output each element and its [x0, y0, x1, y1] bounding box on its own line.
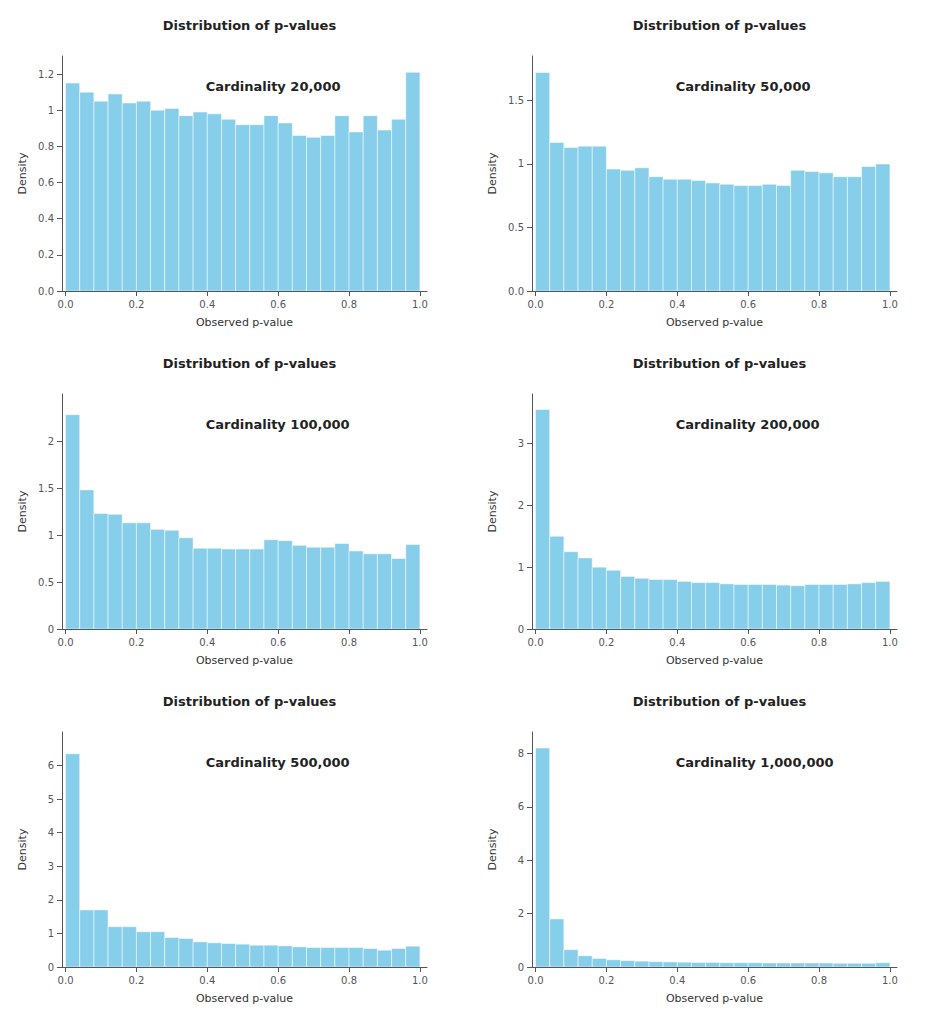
svg-text:0.8: 0.8 [341, 637, 357, 648]
svg-text:1.0: 1.0 [412, 975, 428, 986]
svg-text:2: 2 [48, 894, 54, 905]
svg-text:0.4: 0.4 [38, 213, 54, 224]
svg-text:0.0: 0.0 [528, 637, 544, 648]
svg-text:0.0: 0.0 [58, 975, 74, 986]
svg-text:0.2: 0.2 [598, 299, 614, 310]
svg-text:Distribution of p-values: Distribution of p-values [633, 694, 807, 709]
svg-text:0.5: 0.5 [508, 222, 524, 233]
svg-text:3: 3 [48, 861, 54, 872]
svg-text:1.0: 1.0 [882, 975, 898, 986]
svg-text:Observed p-value: Observed p-value [196, 992, 293, 1005]
svg-text:0.6: 0.6 [270, 299, 286, 310]
svg-text:5: 5 [48, 794, 54, 805]
svg-text:4: 4 [48, 827, 54, 838]
svg-text:0: 0 [518, 962, 524, 973]
svg-text:Distribution of p-values: Distribution of p-values [163, 18, 337, 33]
svg-text:0.0: 0.0 [38, 286, 54, 297]
svg-text:6: 6 [48, 760, 54, 771]
svg-text:0.8: 0.8 [811, 637, 827, 648]
svg-text:0.6: 0.6 [740, 637, 756, 648]
svg-text:Distribution of p-values: Distribution of p-values [633, 356, 807, 371]
svg-text:0.4: 0.4 [669, 299, 685, 310]
svg-text:Observed p-value: Observed p-value [666, 654, 763, 667]
svg-text:Observed p-value: Observed p-value [666, 316, 763, 329]
svg-text:Density: Density [16, 152, 29, 194]
svg-text:0.8: 0.8 [341, 975, 357, 986]
svg-text:Cardinality 200,000: Cardinality 200,000 [676, 417, 820, 432]
svg-text:2: 2 [48, 436, 54, 447]
svg-text:0.4: 0.4 [199, 637, 215, 648]
svg-text:0.2: 0.2 [128, 637, 144, 648]
svg-text:0.0: 0.0 [58, 637, 74, 648]
svg-text:0.8: 0.8 [811, 975, 827, 986]
svg-text:6: 6 [518, 801, 524, 812]
svg-text:0.4: 0.4 [669, 975, 685, 986]
svg-text:1.0: 1.0 [882, 299, 898, 310]
svg-text:0.0: 0.0 [508, 286, 524, 297]
svg-text:1.0: 1.0 [882, 637, 898, 648]
svg-text:0.2: 0.2 [598, 637, 614, 648]
svg-text:0.8: 0.8 [811, 299, 827, 310]
svg-text:0.0: 0.0 [528, 299, 544, 310]
svg-text:Density: Density [16, 828, 29, 870]
svg-text:0.0: 0.0 [58, 299, 74, 310]
svg-text:0.6: 0.6 [740, 975, 756, 986]
svg-text:3: 3 [518, 438, 524, 449]
svg-text:0.4: 0.4 [669, 637, 685, 648]
svg-text:Cardinality 1,000,000: Cardinality 1,000,000 [676, 755, 834, 770]
svg-text:Cardinality 500,000: Cardinality 500,000 [206, 755, 350, 770]
svg-text:0.2: 0.2 [38, 249, 54, 260]
svg-text:0.6: 0.6 [270, 637, 286, 648]
svg-text:Cardinality 50,000: Cardinality 50,000 [676, 79, 811, 94]
svg-text:2: 2 [518, 500, 524, 511]
svg-text:2: 2 [518, 908, 524, 919]
svg-text:Distribution of p-values: Distribution of p-values [633, 18, 807, 33]
svg-text:0.6: 0.6 [740, 299, 756, 310]
svg-text:1: 1 [48, 928, 54, 939]
svg-text:0.8: 0.8 [341, 299, 357, 310]
svg-text:1: 1 [518, 158, 524, 169]
svg-text:Observed p-value: Observed p-value [196, 654, 293, 667]
svg-text:0: 0 [48, 962, 54, 973]
svg-text:Observed p-value: Observed p-value [196, 316, 293, 329]
svg-text:Observed p-value: Observed p-value [666, 992, 763, 1005]
svg-text:0.8: 0.8 [38, 141, 54, 152]
svg-text:Distribution of p-values: Distribution of p-values [163, 356, 337, 371]
svg-text:0.0: 0.0 [528, 975, 544, 986]
svg-text:0: 0 [518, 624, 524, 635]
svg-text:1: 1 [48, 105, 54, 116]
svg-text:0.2: 0.2 [128, 975, 144, 986]
svg-text:Density: Density [486, 828, 499, 870]
svg-text:0.5: 0.5 [38, 577, 54, 588]
svg-text:0.2: 0.2 [128, 299, 144, 310]
svg-text:1: 1 [48, 530, 54, 541]
svg-text:Density: Density [486, 490, 499, 532]
svg-text:Density: Density [486, 152, 499, 194]
svg-text:4: 4 [518, 855, 524, 866]
svg-text:0.4: 0.4 [199, 299, 215, 310]
svg-text:8: 8 [518, 748, 524, 759]
svg-text:1.2: 1.2 [38, 69, 54, 80]
svg-text:Density: Density [16, 490, 29, 532]
svg-text:0.4: 0.4 [199, 975, 215, 986]
svg-text:0: 0 [48, 624, 54, 635]
svg-text:Cardinality 20,000: Cardinality 20,000 [206, 79, 341, 94]
svg-text:0.2: 0.2 [598, 975, 614, 986]
svg-text:1.0: 1.0 [412, 637, 428, 648]
svg-text:1.0: 1.0 [412, 299, 428, 310]
svg-text:0.6: 0.6 [270, 975, 286, 986]
svg-text:Cardinality 100,000: Cardinality 100,000 [206, 417, 350, 432]
svg-text:0.6: 0.6 [38, 177, 54, 188]
svg-text:1: 1 [518, 562, 524, 573]
svg-text:1.5: 1.5 [508, 95, 524, 106]
svg-text:1.5: 1.5 [38, 483, 54, 494]
svg-text:Distribution of p-values: Distribution of p-values [163, 694, 337, 709]
